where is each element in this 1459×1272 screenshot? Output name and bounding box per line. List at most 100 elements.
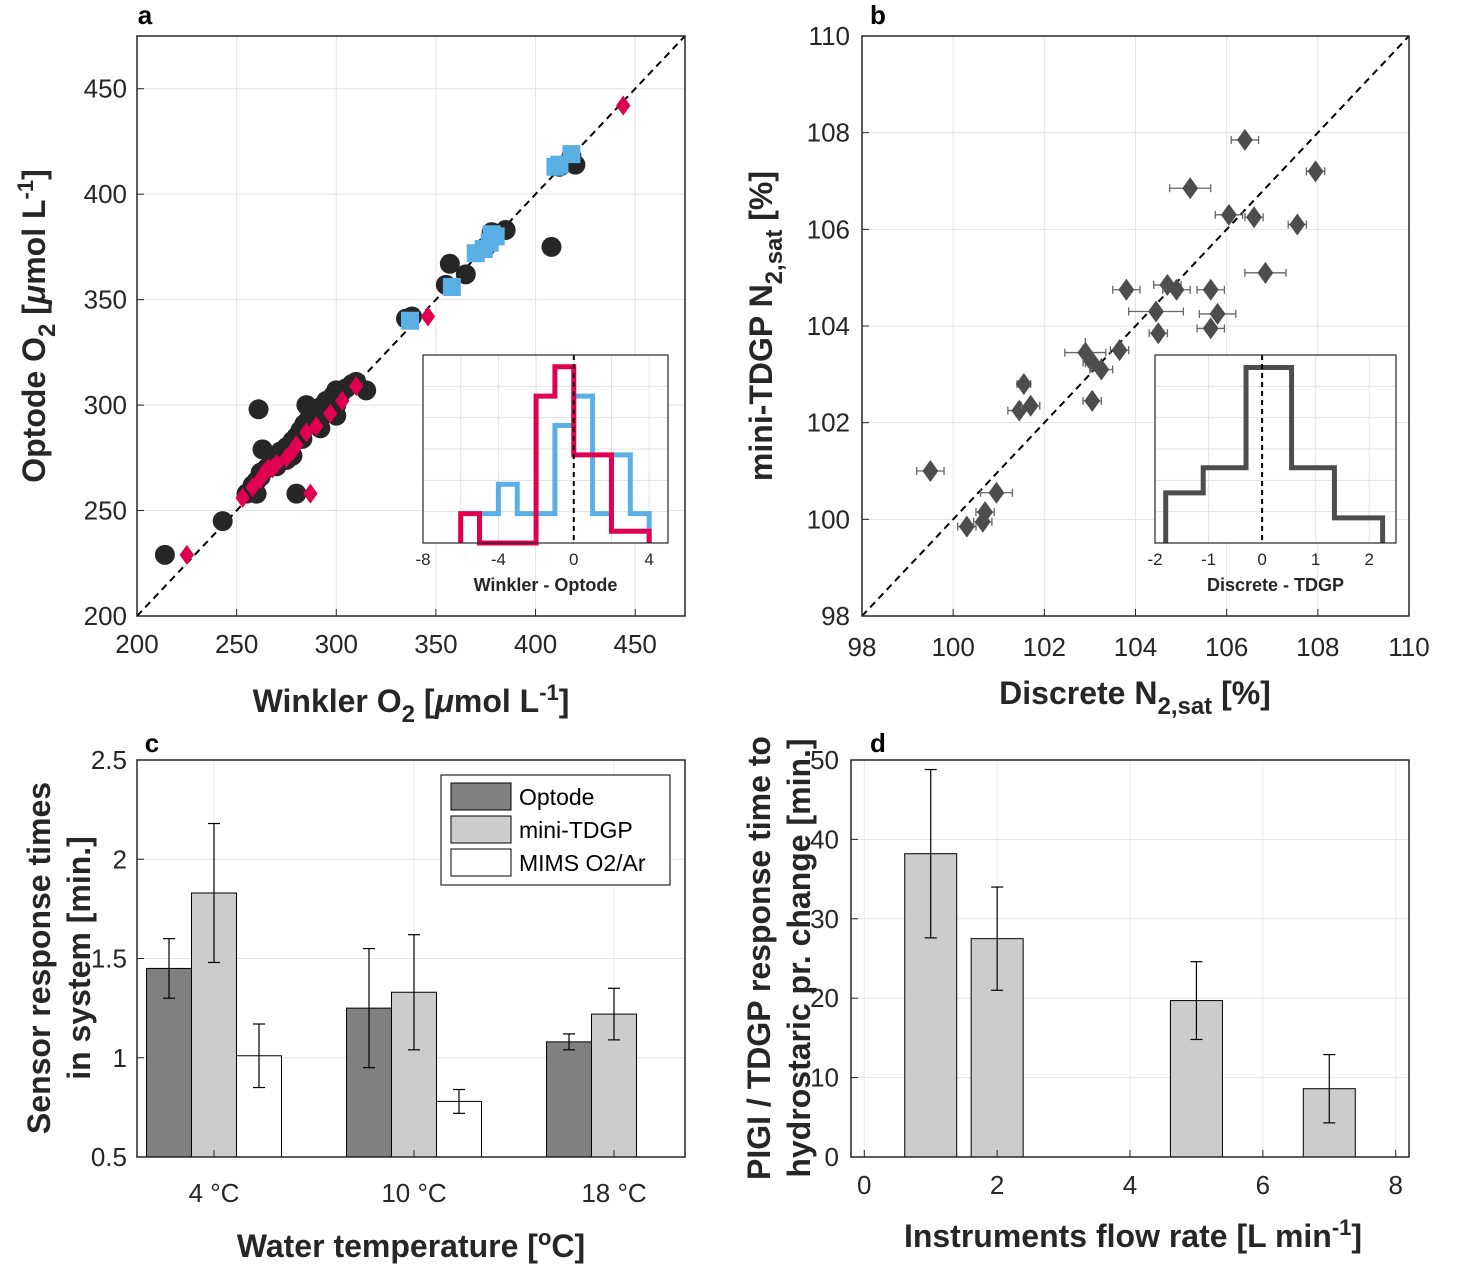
y-tick-label: 110 xyxy=(809,21,850,51)
data-point-diamond xyxy=(1246,206,1262,229)
data-point-diamond xyxy=(974,510,991,533)
panel-c-bar-chart: 0.5 1 1.5 2 2.5 4 °C 10 °C 18 °C Water temperatu… xyxy=(21,745,686,1264)
data-point-diamond xyxy=(1148,300,1164,323)
y-axis-label-part: 2 xyxy=(34,324,61,337)
x-axis-label-part: μ xyxy=(434,683,454,719)
panel-a-scatter: 200 250 300 350 400 450 200 250 300 350 400 450 Wink… xyxy=(13,35,686,728)
data-point-circle xyxy=(248,399,269,420)
bar-optode xyxy=(546,1041,592,1158)
y-tick-label: 400 xyxy=(84,179,127,209)
inset-x-tick-label: 2 xyxy=(1364,550,1373,569)
data-point-diamond xyxy=(977,501,993,524)
x-axis-label-part: Instruments flow rate [L min xyxy=(904,1218,1332,1254)
data-point-circle xyxy=(252,439,273,460)
x-tick-label: 200 xyxy=(115,629,158,659)
y-axis-label-part: 2,sat xyxy=(761,230,788,285)
x-axis-label-part: 2 xyxy=(402,701,415,728)
panel-label-a: a xyxy=(138,0,153,30)
x-axis-label-part: [%] xyxy=(1212,675,1271,711)
data-point-circle xyxy=(286,483,307,504)
x-tick-label: 106 xyxy=(1205,632,1248,662)
panel-d-bar-chart: 0 2 4 6 8 0 10 20 30 40 50 Instruments flow rate [L… xyxy=(741,736,1410,1254)
x-tick-label: 2 xyxy=(990,1170,1004,1200)
x-axis-label-part: Water temperature [ xyxy=(237,1228,538,1264)
data-point-diamond xyxy=(1093,358,1110,381)
inset-x-tick-label: -1 xyxy=(1201,550,1216,569)
inset-x-tick-label: 0 xyxy=(569,550,578,569)
y-tick-label: 50 xyxy=(810,745,839,775)
x-tick-label: 400 xyxy=(514,629,557,659)
panel-b-scatter: 98 100 102 104 106 108 11098100102104106108110… xyxy=(743,21,1430,720)
data-point-diamond xyxy=(1182,177,1199,200)
x-tick-label: 300 xyxy=(315,629,358,659)
x-axis-label-part: C] xyxy=(551,1228,585,1264)
y-tick-label: 102 xyxy=(807,408,850,438)
data-point-circle xyxy=(439,253,460,274)
y-tick-label: 40 xyxy=(810,824,839,854)
y-axis-label-line-2: in system [min.] xyxy=(61,836,97,1080)
x-tick-label: 4 xyxy=(1123,1170,1137,1200)
inset-x-axis-label: Discrete - TDGP xyxy=(1207,575,1344,595)
data-point-diamond xyxy=(1118,278,1135,301)
data-point-diamond xyxy=(1221,203,1237,226)
y-tick-label: 1 xyxy=(113,1043,127,1073)
y-tick-label: 0.5 xyxy=(91,1142,127,1172)
data-point-diamond xyxy=(1159,273,1176,296)
data-point-diamond xyxy=(299,422,314,443)
data-point-diamond xyxy=(1111,339,1128,362)
legend-label: mini-TDGP xyxy=(519,817,633,843)
inset-x-tick-label: -8 xyxy=(415,550,430,569)
y-axis-label-line-1: Sensor response times xyxy=(21,782,57,1134)
x-tick-label: 8 xyxy=(1388,1170,1402,1200)
inset-axes-box xyxy=(1154,354,1397,544)
y-tick-label: 108 xyxy=(807,118,850,148)
data-point-diamond xyxy=(1077,341,1094,364)
legend-swatch xyxy=(450,815,512,844)
x-tick-label: 450 xyxy=(613,629,656,659)
x-tick-label: 0 xyxy=(857,1170,871,1200)
inset-x-tick-label: 1 xyxy=(1311,550,1320,569)
x-tick-label: 110 xyxy=(1388,632,1429,662)
data-point-diamond xyxy=(1202,278,1219,301)
legend-swatch xyxy=(450,782,512,811)
y-tick-label: 250 xyxy=(84,496,127,526)
y-tick-label: 30 xyxy=(810,904,839,934)
y-tick-label: 2 xyxy=(113,844,127,874)
panel-label-c: c xyxy=(145,728,159,758)
x-tick-label: 18 °C xyxy=(581,1178,646,1208)
data-point-diamond xyxy=(1168,278,1185,301)
data-point-diamond xyxy=(1202,317,1219,340)
y-axis-label-line-2: hydrostaric pr. change [min.] xyxy=(781,738,817,1177)
x-axis-label-part: mol L xyxy=(454,683,539,719)
inset-x-tick-label: -4 xyxy=(491,550,506,569)
x-tick-label: 250 xyxy=(215,629,258,659)
inset-histogram xyxy=(1163,365,1386,543)
x-axis-label: Winkler O2 [μmol L-1] xyxy=(253,680,570,728)
x-axis-label-part: ] xyxy=(1351,1218,1362,1254)
x-axis-label-part: -1 xyxy=(1332,1215,1352,1240)
y-axis-label: Optode O2 [μmol L-1] xyxy=(13,169,61,483)
y-axis-label-part: [ xyxy=(16,304,52,324)
x-axis-label-part: Discrete N xyxy=(999,675,1157,711)
data-point-diamond xyxy=(289,435,304,456)
data-point-square xyxy=(562,145,581,164)
data-point-circle xyxy=(212,511,233,532)
data-point-square xyxy=(486,227,505,246)
y-tick-label: 0 xyxy=(825,1142,839,1172)
y-axis-label-part: mol L xyxy=(16,199,52,284)
y-tick-label: 10 xyxy=(810,1063,839,1093)
x-axis-label: Discrete N2,sat [%] xyxy=(999,675,1271,720)
x-tick-label: 104 xyxy=(1114,632,1157,662)
data-point-square xyxy=(401,311,420,330)
y-tick-label: 450 xyxy=(84,74,127,104)
data-point-diamond xyxy=(1084,389,1101,412)
inset-axes-box xyxy=(422,354,669,544)
inset-x-tick-label: -2 xyxy=(1147,550,1162,569)
x-tick-label: 6 xyxy=(1256,1170,1270,1200)
axes-box xyxy=(136,35,686,617)
data-point-diamond xyxy=(1307,160,1324,183)
y-axis-label-part: μ xyxy=(16,285,52,305)
data-point-circle xyxy=(154,544,175,565)
one-to-one-line xyxy=(861,35,1410,617)
